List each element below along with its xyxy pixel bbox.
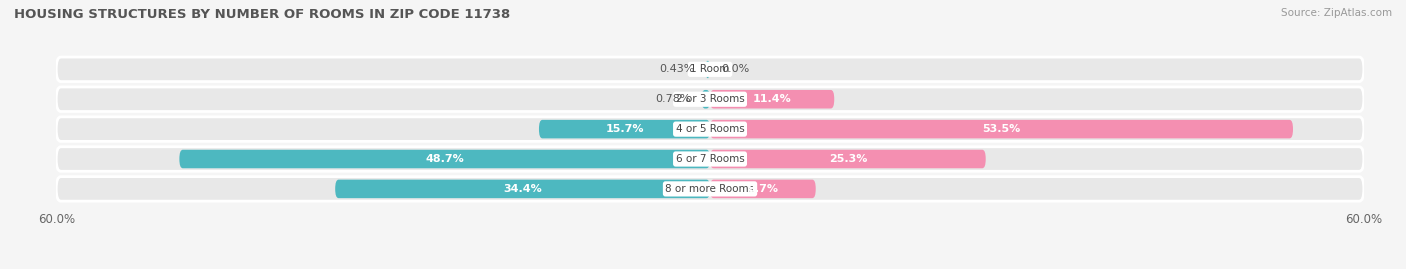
FancyBboxPatch shape bbox=[710, 120, 1294, 138]
Text: 48.7%: 48.7% bbox=[426, 154, 464, 164]
Text: 4 or 5 Rooms: 4 or 5 Rooms bbox=[676, 124, 744, 134]
FancyBboxPatch shape bbox=[710, 90, 834, 108]
FancyBboxPatch shape bbox=[56, 147, 1364, 171]
Text: 0.78%: 0.78% bbox=[655, 94, 690, 104]
Text: 2 or 3 Rooms: 2 or 3 Rooms bbox=[676, 94, 744, 104]
Text: 34.4%: 34.4% bbox=[503, 184, 541, 194]
FancyBboxPatch shape bbox=[56, 177, 1364, 201]
FancyBboxPatch shape bbox=[706, 60, 710, 79]
FancyBboxPatch shape bbox=[56, 117, 1364, 141]
Text: 15.7%: 15.7% bbox=[605, 124, 644, 134]
Text: 1 Room: 1 Room bbox=[690, 64, 730, 74]
Text: 11.4%: 11.4% bbox=[752, 94, 792, 104]
Text: 0.43%: 0.43% bbox=[659, 64, 695, 74]
FancyBboxPatch shape bbox=[335, 180, 710, 198]
FancyBboxPatch shape bbox=[710, 150, 986, 168]
Text: HOUSING STRUCTURES BY NUMBER OF ROOMS IN ZIP CODE 11738: HOUSING STRUCTURES BY NUMBER OF ROOMS IN… bbox=[14, 8, 510, 21]
FancyBboxPatch shape bbox=[702, 90, 710, 108]
FancyBboxPatch shape bbox=[710, 180, 815, 198]
Text: 6 or 7 Rooms: 6 or 7 Rooms bbox=[676, 154, 744, 164]
Text: 0.0%: 0.0% bbox=[721, 64, 749, 74]
Text: 25.3%: 25.3% bbox=[828, 154, 868, 164]
Text: Source: ZipAtlas.com: Source: ZipAtlas.com bbox=[1281, 8, 1392, 18]
Text: 53.5%: 53.5% bbox=[983, 124, 1021, 134]
FancyBboxPatch shape bbox=[538, 120, 710, 138]
FancyBboxPatch shape bbox=[56, 87, 1364, 111]
Text: 9.7%: 9.7% bbox=[748, 184, 779, 194]
FancyBboxPatch shape bbox=[56, 57, 1364, 82]
Text: 8 or more Rooms: 8 or more Rooms bbox=[665, 184, 755, 194]
FancyBboxPatch shape bbox=[180, 150, 710, 168]
